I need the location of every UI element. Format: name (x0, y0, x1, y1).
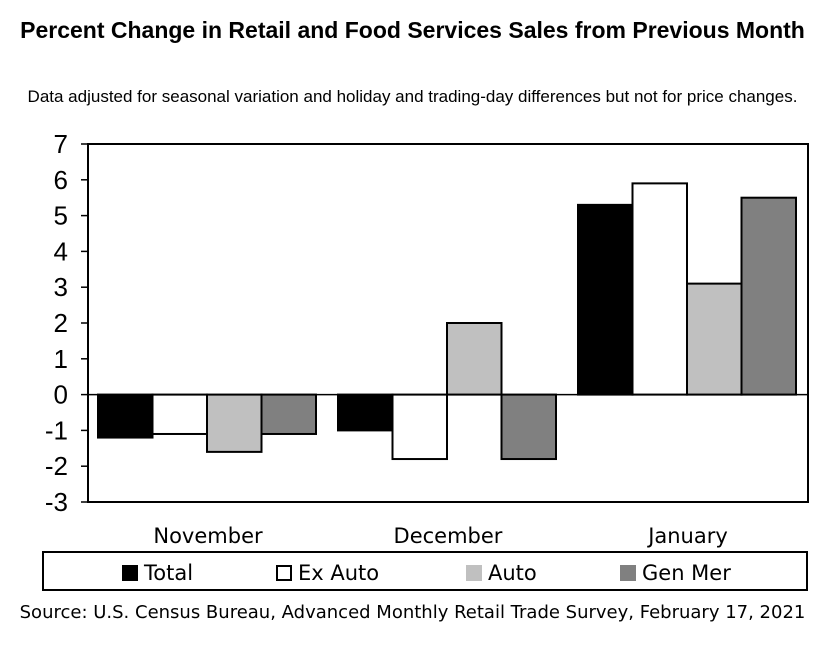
y-tick-label: -2 (45, 451, 68, 481)
x-tick-label-november: November (153, 524, 263, 548)
chart-subtitle: Data adjusted for seasonal variation and… (27, 87, 798, 106)
x-tick-label-january: January (646, 524, 728, 548)
bar-total-november (97, 393, 154, 439)
bar-ex-auto-january (631, 182, 688, 396)
chart-title: Percent Change in Retail and Food Servic… (20, 17, 805, 43)
legend-item-auto: Auto (466, 561, 537, 585)
y-tick-label: 2 (54, 308, 68, 338)
x-tick-label-december: December (394, 524, 503, 548)
legend-item-ex-auto: Ex Auto (276, 561, 379, 585)
bars-group (97, 182, 797, 461)
bar-total-december (337, 393, 394, 432)
bar-ex-auto-november (151, 393, 208, 435)
y-axis: 7 6 5 4 3 2 1 0 -1 -2 -3 (45, 129, 88, 517)
y-tick-label: 7 (54, 129, 68, 159)
legend-item-gen-mer: Gen Mer (620, 561, 731, 585)
legend: Total Ex Auto Auto Gen Mer (42, 551, 808, 591)
y-tick-label: 4 (54, 236, 68, 266)
bar-total-january (577, 203, 634, 396)
y-tick-label: 0 (54, 380, 68, 410)
legend-swatch-auto (466, 565, 482, 581)
y-tick-label: 5 (54, 201, 68, 231)
bar-gen-mer-december (500, 393, 557, 461)
y-tick-label: 6 (54, 165, 68, 195)
legend-swatch-ex-auto (276, 565, 292, 581)
bar-gen-mer-january (740, 196, 797, 396)
source-note: Source: U.S. Census Bureau, Advanced Mon… (19, 602, 806, 623)
legend-swatch-total (122, 565, 138, 581)
y-tick-label: -1 (45, 415, 68, 445)
bar-ex-auto-december (391, 393, 448, 461)
legend-label-gen-mer: Gen Mer (642, 561, 731, 585)
bar-auto-january (686, 282, 743, 396)
legend-label-auto: Auto (488, 561, 537, 585)
bar-gen-mer-november (260, 393, 317, 435)
y-tick-label: -3 (45, 487, 68, 517)
plot-frame (87, 143, 809, 503)
legend-label-ex-auto: Ex Auto (298, 561, 380, 585)
legend-item-total: Total (122, 561, 193, 585)
bar-auto-november (206, 393, 263, 453)
legend-swatch-gen-mer (620, 565, 636, 581)
legend-label-total: Total (144, 561, 194, 585)
x-axis: November December January (153, 524, 727, 548)
bar-auto-december (446, 322, 503, 396)
y-tick-label: 3 (54, 272, 68, 302)
y-tick-label: 1 (54, 344, 68, 374)
